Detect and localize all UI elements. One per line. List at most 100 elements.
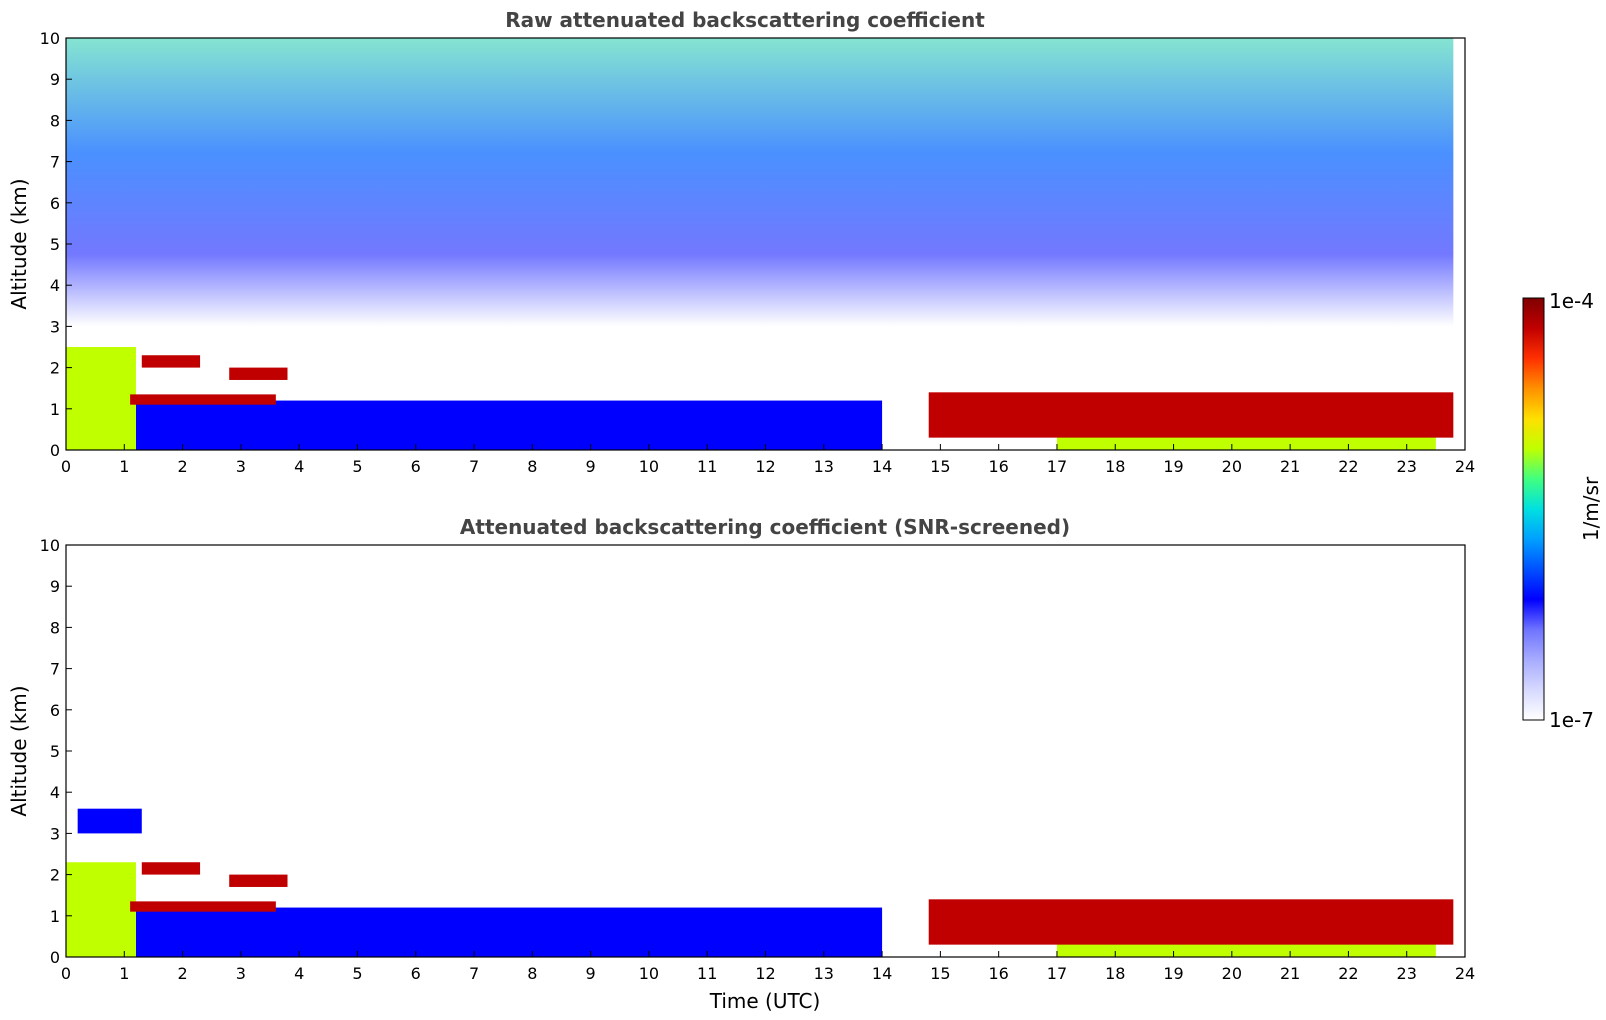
x-tick-label: 13: [814, 457, 834, 476]
snr-heatmap-marks: [66, 808, 1454, 957]
x-tick-label: 14: [872, 457, 892, 476]
heatmap-feature: [135, 400, 883, 450]
y-tick-label: 7: [50, 153, 60, 172]
colorbar-max-label: 1e-4: [1549, 289, 1594, 313]
raw-y-ticks: 0 1 2 3 4 5 6 7 8 9 10: [40, 29, 72, 460]
x-tick-label: 19: [1163, 457, 1183, 476]
x-tick-label: 5: [352, 964, 362, 983]
x-tick-label: 21: [1280, 457, 1300, 476]
y-tick-label: 4: [50, 276, 60, 295]
x-tick-label: 4: [294, 457, 304, 476]
x-tick-label: 18: [1105, 964, 1125, 983]
x-tick-label: 11: [697, 964, 717, 983]
raw-x-ticks: 0 1 2 3 4 5 6 7 8 9 10 11 12 13 14 15 16 17 18 19 20 21 22 23 24: [61, 444, 1475, 476]
x-tick-label: 7: [469, 964, 479, 983]
y-tick-label: 7: [50, 660, 60, 679]
y-tick-label: 2: [50, 866, 60, 885]
x-tick-label: 22: [1338, 457, 1358, 476]
snr-plot-frame: [65, 544, 1466, 958]
x-tick-label: 18: [1105, 457, 1125, 476]
y-tick-label: 8: [50, 111, 60, 130]
y-tick-label: 2: [50, 359, 60, 378]
x-tick-label: 9: [586, 964, 596, 983]
heatmap-feature: [229, 874, 288, 887]
x-tick-label: 13: [814, 964, 834, 983]
y-tick-label: 0: [50, 948, 60, 967]
y-tick-label: 3: [50, 317, 60, 336]
x-tick-label: 20: [1222, 457, 1242, 476]
x-tick-label: 15: [930, 457, 950, 476]
x-tick-label: 10: [639, 457, 659, 476]
colorbar: 1e-4 1e-7 1/m/sr: [1522, 289, 1603, 732]
heatmap-feature: [141, 355, 201, 368]
x-tick-label: 21: [1280, 964, 1300, 983]
x-tick-label: 3: [236, 964, 246, 983]
raw-panel-title: Raw attenuated backscattering coefficien…: [505, 8, 985, 32]
colorbar-gradient: [1522, 297, 1545, 721]
x-tick-label: 1: [119, 457, 129, 476]
heatmap-feature: [135, 907, 883, 957]
x-tick-label: 14: [872, 964, 892, 983]
snr-x-ticks: 0 1 2 3 4 5 6 7 8 9 10 11 12 13 14 15 16 17 18 19 20 21 22 23 24: [61, 951, 1475, 983]
x-axis-label: Time (UTC): [709, 989, 821, 1013]
x-tick-label: 12: [755, 457, 775, 476]
x-tick-label: 16: [988, 964, 1008, 983]
x-tick-label: 23: [1397, 457, 1417, 476]
x-tick-label: 6: [411, 964, 421, 983]
heatmap-feature: [77, 808, 142, 834]
y-tick-label: 8: [50, 618, 60, 637]
y-tick-label: 0: [50, 441, 60, 460]
y-tick-label: 1: [50, 907, 60, 926]
snr-y-axis-label: Altitude (km): [7, 685, 31, 816]
y-tick-label: 5: [50, 742, 60, 761]
heatmap-feature: [66, 347, 136, 450]
x-tick-label: 8: [527, 964, 537, 983]
colorbar-unit-label: 1/m/sr: [1579, 476, 1603, 541]
x-tick-label: 10: [639, 964, 659, 983]
x-tick-label: 2: [177, 964, 187, 983]
x-tick-label: 6: [411, 457, 421, 476]
colorbar-min-label: 1e-7: [1549, 708, 1594, 732]
y-tick-label: 5: [50, 235, 60, 254]
y-tick-label: 3: [50, 824, 60, 843]
heatmap-feature: [928, 899, 1454, 945]
x-tick-label: 23: [1397, 964, 1417, 983]
y-tick-label: 6: [50, 194, 60, 213]
y-tick-label: 9: [50, 70, 60, 89]
x-tick-label: 4: [294, 964, 304, 983]
heatmap-feature: [130, 901, 276, 912]
x-tick-label: 9: [586, 457, 596, 476]
x-tick-label: 0: [61, 964, 71, 983]
snr-y-ticks: 0 1 2 3 4 5 6 7 8 9 10: [40, 536, 72, 967]
x-tick-label: 7: [469, 457, 479, 476]
x-tick-label: 22: [1338, 964, 1358, 983]
y-tick-label: 10: [40, 29, 60, 48]
x-tick-label: 24: [1455, 964, 1475, 983]
x-tick-label: 17: [1047, 964, 1067, 983]
y-tick-label: 10: [40, 536, 60, 555]
heatmap-feature: [229, 367, 288, 380]
x-tick-label: 17: [1047, 457, 1067, 476]
y-tick-label: 9: [50, 577, 60, 596]
x-tick-label: 19: [1163, 964, 1183, 983]
x-tick-label: 3: [236, 457, 246, 476]
heatmap-feature: [141, 862, 201, 875]
y-tick-label: 4: [50, 783, 60, 802]
raw-backscatter-panel: Raw attenuated backscattering coefficien…: [7, 8, 1475, 476]
x-tick-label: 2: [177, 457, 187, 476]
x-tick-label: 20: [1222, 964, 1242, 983]
x-tick-label: 1: [119, 964, 129, 983]
raw-y-axis-label: Altitude (km): [7, 178, 31, 309]
x-tick-label: 15: [930, 964, 950, 983]
heatmap-feature: [66, 38, 1454, 327]
x-tick-label: 12: [755, 964, 775, 983]
heatmap-feature: [130, 394, 276, 405]
raw-heatmap-marks: [66, 38, 1454, 450]
heatmap-feature: [66, 862, 136, 957]
snr-screened-panel: Attenuated backscattering coefficient (S…: [7, 515, 1475, 1013]
heatmap-feature: [928, 392, 1454, 438]
x-tick-label: 5: [352, 457, 362, 476]
snr-panel-title: Attenuated backscattering coefficient (S…: [460, 515, 1070, 539]
x-tick-label: 0: [61, 457, 71, 476]
